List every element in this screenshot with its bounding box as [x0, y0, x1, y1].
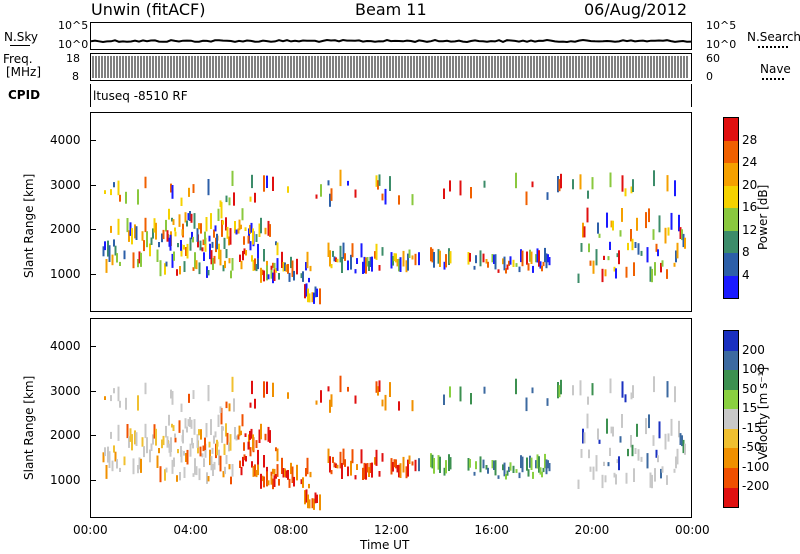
velocity-colorbar-tick: -15: [742, 420, 762, 435]
nsky-legend-line: [10, 45, 30, 46]
velocity-panel: [90, 318, 692, 518]
nsearch-legend-line: [758, 46, 788, 48]
freq-tick-high: 18: [66, 52, 80, 65]
velocity-colorbar-tick: 100: [742, 362, 765, 377]
x-tick-label: 04:00: [173, 523, 208, 537]
velocity-ytick: [90, 480, 96, 482]
power-colorbar-tick: 24: [742, 155, 758, 169]
power-colorbar-segment: [724, 230, 738, 253]
velocity-heatmap: [102, 375, 686, 511]
velocity-colorbar-segment: [724, 409, 738, 429]
x-axis-label: Time UT: [360, 538, 410, 552]
power-colorbar-segment: [724, 275, 738, 298]
nave-tick-low: 0: [706, 70, 713, 83]
velocity-colorbar-segment: [724, 467, 738, 488]
nave-legend-line: [762, 78, 784, 80]
nsky-tick-high: 10^5: [58, 19, 89, 32]
power-ytick: [90, 184, 96, 186]
freq-unit: [MHz]: [6, 65, 42, 79]
cpid-text: ltuseq -8510 RF: [93, 89, 188, 103]
velocity-colorbar: [723, 330, 739, 508]
power-heatmap: [102, 169, 686, 305]
power-colorbar-tick: 12: [742, 222, 758, 237]
x-tick-label: 20:00: [574, 523, 610, 537]
nave-tick-high: 60: [706, 52, 720, 65]
power-panel: [90, 112, 692, 312]
velocity-colorbar-segment: [724, 428, 738, 449]
nsky-trace: [91, 38, 691, 44]
velocity-colorbar-tick: 50: [742, 381, 758, 396]
power-colorbar-tick: 16: [742, 200, 758, 214]
x-tick-label: 00:00: [675, 523, 710, 537]
nsky-label: N.Sky: [4, 30, 39, 44]
nsky-tick-low: 10^0: [58, 38, 89, 51]
power-ytick-label: 1000: [50, 267, 81, 282]
nave-label: Nave: [760, 62, 791, 76]
date-title: 06/Aug/2012: [584, 0, 688, 19]
freq-tick-low: 8: [72, 70, 79, 83]
nave-trace: [92, 56, 688, 78]
power-colorbar: [723, 117, 739, 299]
nsky-panel: [90, 22, 692, 50]
velocity-ytick-label: 4000: [50, 338, 81, 353]
velocity-colorbar-segment: [724, 487, 738, 508]
velocity-colorbar-tick: 15: [742, 401, 758, 416]
power-colorbar-tick: 20: [742, 177, 758, 192]
power-colorbar-segment: [724, 185, 738, 208]
velocity-ytick: [90, 345, 96, 347]
freq-panel: [90, 53, 692, 81]
velocity-colorbar-label: Velocity [m s⁻¹]: [756, 366, 770, 460]
x-tick-label: 08:00: [273, 523, 309, 537]
power-colorbar-segment: [724, 118, 738, 141]
velocity-colorbar-tick: -50: [742, 440, 762, 455]
velocity-colorbar-tick: 200: [742, 342, 765, 357]
nsearch-label: N.Search: [747, 30, 800, 44]
x-tick-label: 00:00: [73, 523, 108, 537]
station-title: Unwin (fitACF): [91, 0, 206, 19]
power-ytick-label: 3000: [50, 177, 81, 192]
velocity-colorbar-segment: [724, 350, 738, 371]
velocity-ylabel: Slant Range [km]: [22, 375, 36, 480]
power-ytick: [90, 274, 96, 276]
velocity-ytick: [90, 435, 96, 437]
power-colorbar-segment: [724, 140, 738, 163]
velocity-colorbar-segment: [724, 389, 738, 410]
nsearch-tick-low: 10^0: [706, 38, 737, 51]
power-colorbar-tick: 8: [742, 245, 750, 259]
x-tick-label: 16:00: [474, 523, 509, 537]
power-colorbar-tick: 28: [742, 132, 758, 147]
power-colorbar-label: Power [dB]: [756, 184, 770, 250]
power-ytick-label: 4000: [50, 132, 81, 147]
x-tick-label: 12:00: [374, 523, 409, 537]
velocity-colorbar-segment: [724, 448, 738, 468]
velocity-colorbar-segment: [724, 331, 738, 351]
power-ylabel: Slant Range [km]: [22, 173, 36, 278]
power-ytick-label: 2000: [50, 222, 81, 237]
cpid-label: CPID: [8, 88, 41, 102]
power-ytick: [90, 229, 96, 231]
power-colorbar-segment: [724, 208, 738, 231]
velocity-colorbar-segment: [724, 370, 738, 390]
velocity-ytick: [90, 390, 96, 392]
velocity-colorbar-tick: -200: [742, 479, 770, 494]
power-colorbar-tick: 4: [742, 267, 750, 282]
freq-label: Freq.: [3, 52, 33, 66]
power-ytick: [90, 139, 96, 141]
beam-title: Beam 11: [355, 0, 427, 19]
velocity-colorbar-tick: -100: [742, 459, 770, 474]
cpid-panel: ltuseq -8510 RF: [90, 84, 692, 107]
velocity-ytick-label: 2000: [50, 428, 81, 443]
velocity-ytick-label: 3000: [50, 383, 81, 398]
nsearch-tick-high: 10^5: [706, 19, 737, 32]
power-colorbar-segment: [724, 163, 738, 186]
velocity-ytick-label: 1000: [50, 473, 81, 488]
power-colorbar-segment: [724, 253, 738, 276]
